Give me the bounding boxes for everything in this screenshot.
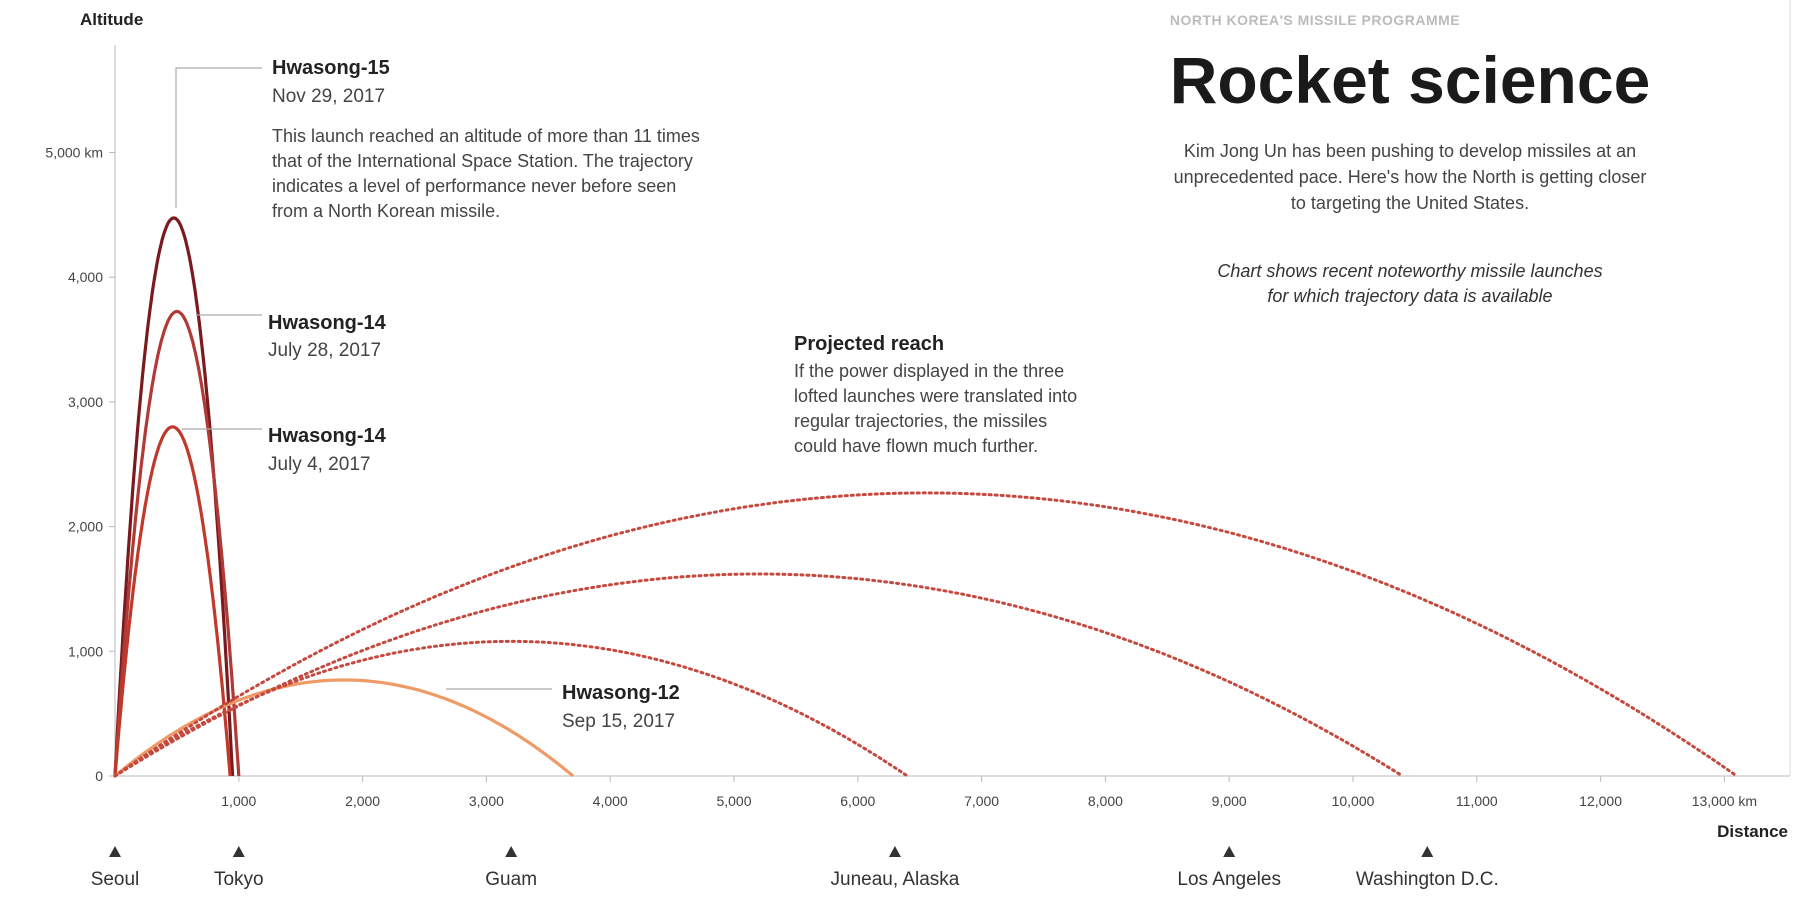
y-tick-label: 5,000 km [45,145,103,161]
hwasong15-body-line-3: indicates a level of performance never b… [272,176,676,196]
x-axis-ticks: 1,000 2,000 3,000 4,000 5,000 6,000 7,000 8,000… [221,776,1757,809]
trajectory-projected-reach-6 [113,639,909,778]
hwasong15-date: Nov 29, 2017 [272,86,385,107]
x-tick-label: 1,000 [221,793,256,809]
location-label: Juneau, Alaska [831,869,960,890]
hwasong15-body-line-2: that of the International Space Station.… [272,151,693,171]
x-tick-label: 12,000 [1579,793,1622,809]
location-marker-icon [232,846,245,857]
chart-dek-line-3: to targeting the United States. [1291,193,1529,213]
trajectory-hwasong-12-3 [113,678,575,778]
x-tick-label: 7,000 [964,793,999,809]
projected-reach-body-line-4: could have flown much further. [794,436,1038,456]
x-tick-label: 10,000 [1332,793,1375,809]
y-tick-label: 4,000 [68,269,103,285]
hwasong14-jul28-date: July 28, 2017 [268,340,381,361]
trajectory-hwasong-14-1 [113,309,241,777]
hwasong15-body-line-4: from a North Korean missile. [272,201,500,221]
x-tick-label: 6,000 [840,793,875,809]
trajectory-projected-reach-5 [113,572,1404,778]
location-label: Guam [485,869,537,890]
x-tick-label: 3,000 [469,793,504,809]
trajectory-series [113,216,1739,778]
y-tick-label: 2,000 [68,519,103,535]
y-tick-label: 0 [95,768,103,784]
chart-dek-line-2: unprecedented pace. Here's how the North… [1174,167,1647,187]
location-label: Tokyo [214,869,264,890]
y-axis-ticks: 0 1,000 2,000 3,000 4,000 5,000 km [45,145,115,784]
hwasong12-title: Hwasong-12 [562,682,680,704]
x-tick-label: 9,000 [1212,793,1247,809]
chart-dek-line-1: Kim Jong Un has been pushing to develop … [1184,141,1636,161]
location-marker-icon [888,846,901,857]
x-tick-label: 11,000 [1456,793,1498,809]
location-marker-icon [109,846,121,857]
projected-reach-body-line-1: If the power displayed in the three [794,361,1064,381]
y-axis-title: Altitude [80,10,143,29]
trajectory-projected-reach-4 [113,491,1739,778]
projected-reach-title: Projected reach [794,333,944,355]
y-tick-label: 3,000 [68,394,103,410]
trajectory-hwasong-14-2 [113,425,232,777]
location-marker-icon [1421,846,1434,857]
projected-reach-body-line-3: regular trajectories, the missiles [794,411,1047,431]
location-marker-icon [1223,846,1236,857]
hwasong12-date: Sep 15, 2017 [562,711,675,732]
chart-note-line-2: for which trajectory data is available [1267,286,1552,306]
location-label: Los Angeles [1177,869,1281,890]
hwasong14-jul4-date: July 4, 2017 [268,454,370,475]
location-label: Washington D.C. [1356,869,1499,890]
location-marker-icon [505,846,518,857]
x-tick-label: 5,000 [716,793,751,809]
hwasong14-jul28-title: Hwasong-14 [268,312,387,334]
hwasong15-body-line-1: This launch reached an altitude of more … [272,126,700,146]
location-label: Seoul [91,869,140,890]
x-tick-label: 4,000 [593,793,628,809]
hwasong14-jul4-title: Hwasong-14 [268,425,387,447]
hwasong15-leader-line [175,67,262,208]
chart-kicker: NORTH KOREA'S MISSILE PROGRAMME [1170,12,1460,28]
x-tick-label: 13,000 km [1692,793,1757,809]
x-tick-label: 2,000 [345,793,380,809]
hwasong15-title: Hwasong-15 [272,57,390,79]
y-tick-label: 1,000 [68,643,103,659]
x-axis-title: Distance [1717,822,1788,841]
x-tick-label: 8,000 [1088,793,1123,809]
chart-note-line-1: Chart shows recent noteworthy missile la… [1217,261,1602,281]
chart-headline: Rocket science [1170,43,1651,117]
projected-reach-body-line-2: lofted launches were translated into [794,386,1077,406]
location-markers: Seoul Tokyo Guam Juneau, Alaska Los Angeles W… [91,846,1499,890]
